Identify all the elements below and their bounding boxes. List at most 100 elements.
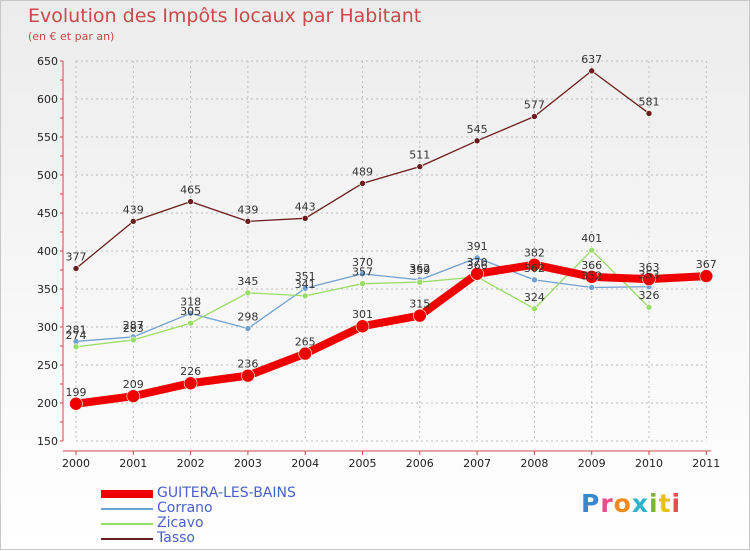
y-tick-label: 400 xyxy=(37,245,58,258)
data-point-zicavo xyxy=(416,278,424,286)
data-point-tasso xyxy=(416,163,424,170)
data-label-zicavo: 283 xyxy=(123,322,144,335)
x-tick-label: 2005 xyxy=(349,457,377,470)
data-point-guitera-les-bains xyxy=(470,266,484,281)
data-point-guitera-les-bains xyxy=(126,389,141,403)
data-label-zicavo: 341 xyxy=(295,278,316,291)
legend-label: GUITERA-LES-BAINS xyxy=(157,485,296,501)
legend-swatch xyxy=(101,490,153,498)
y-tick-label: 450 xyxy=(37,207,58,220)
data-point-zicavo xyxy=(244,289,252,297)
x-tick-label: 2001 xyxy=(119,457,147,470)
data-label-zicavo: 366 xyxy=(467,259,488,272)
data-label-zicavo: 305 xyxy=(180,305,201,318)
data-point-guitera-les-bains xyxy=(355,319,370,334)
data-point-tasso xyxy=(473,137,481,145)
data-label-corrano: 318 xyxy=(180,295,201,308)
logo-letter: o xyxy=(613,489,632,518)
data-point-guitera-les-bains xyxy=(298,346,313,361)
data-label-guitera-les-bains: 301 xyxy=(352,308,373,321)
chart-subtitle: (en € et par an) xyxy=(28,30,115,43)
data-point-guitera-les-bains xyxy=(183,376,198,391)
logo-letter: r xyxy=(600,489,614,518)
data-label-zicavo: 274 xyxy=(66,329,87,342)
data-point-corrano xyxy=(244,325,252,332)
legend-label: Corrano xyxy=(157,500,213,516)
x-tick-label: 2006 xyxy=(406,457,434,470)
data-point-zicavo xyxy=(187,319,194,327)
legend-item: Zicavo xyxy=(101,516,421,531)
y-tick-label: 200 xyxy=(37,397,58,410)
x-tick-label: 2009 xyxy=(578,457,606,470)
data-label-tasso: 439 xyxy=(123,203,144,216)
y-tick-label: 250 xyxy=(37,359,58,372)
legend-label: Tasso xyxy=(157,530,195,546)
y-tick-label: 350 xyxy=(37,283,58,296)
data-label-tasso: 439 xyxy=(237,203,258,216)
x-tick-label: 2007 xyxy=(463,457,491,470)
data-point-zicavo xyxy=(645,303,653,311)
proxiti-logo: Proxiti xyxy=(581,489,681,518)
data-label-guitera-les-bains: 199 xyxy=(66,386,87,399)
logo-letter: t xyxy=(658,489,672,518)
data-point-guitera-les-bains xyxy=(241,368,255,383)
data-point-tasso xyxy=(531,113,538,120)
data-point-tasso xyxy=(187,198,194,205)
chart-title: Evolution des Impôts locaux par Habitant xyxy=(28,5,422,27)
legend-item: Corrano xyxy=(101,501,421,516)
data-point-zicavo xyxy=(130,336,137,344)
data-label-corrano: 287 xyxy=(123,319,144,332)
logo-letter: P xyxy=(581,489,601,518)
x-tick-label: 2000 xyxy=(62,457,90,470)
data-label-guitera-les-bains: 363 xyxy=(639,261,660,274)
data-point-zicavo xyxy=(588,246,596,254)
data-label-tasso: 581 xyxy=(639,95,660,108)
data-point-zicavo xyxy=(359,280,366,287)
data-label-guitera-les-bains: 370 xyxy=(467,256,488,269)
legend-swatch xyxy=(101,508,153,510)
y-tick-label: 150 xyxy=(37,435,58,448)
data-point-guitera-les-bains xyxy=(412,308,427,323)
data-label-zicavo: 326 xyxy=(639,289,660,302)
x-tick-label: 2003 xyxy=(234,457,262,470)
data-label-guitera-les-bains: 236 xyxy=(237,358,258,371)
data-point-tasso xyxy=(645,110,653,117)
y-tick-label: 550 xyxy=(37,131,58,144)
data-label-zicavo: 345 xyxy=(237,275,258,288)
data-label-guitera-les-bains: 366 xyxy=(581,259,602,272)
data-label-guitera-les-bains: 226 xyxy=(180,365,201,378)
data-point-guitera-les-bains xyxy=(584,270,599,284)
data-point-guitera-les-bains xyxy=(699,269,714,283)
legend-swatch xyxy=(101,538,153,540)
x-tick-label: 2008 xyxy=(520,457,548,470)
data-label-zicavo: 401 xyxy=(581,232,602,245)
data-label-guitera-les-bains: 315 xyxy=(409,298,430,311)
data-label-corrano: 351 xyxy=(295,270,316,283)
data-label-corrano: 281 xyxy=(66,323,87,336)
data-label-tasso: 577 xyxy=(524,98,545,111)
data-label-guitera-les-bains: 265 xyxy=(295,336,316,349)
data-label-tasso: 545 xyxy=(467,123,488,136)
data-point-guitera-les-bains xyxy=(527,257,542,272)
data-label-tasso: 465 xyxy=(180,184,201,197)
y-tick-label: 300 xyxy=(37,321,58,334)
x-tick-label: 2004 xyxy=(291,457,319,470)
x-tick-label: 2010 xyxy=(635,457,663,470)
data-label-guitera-les-bains: 367 xyxy=(696,258,717,271)
data-label-tasso: 637 xyxy=(581,53,602,66)
data-label-corrano: 362 xyxy=(524,262,545,275)
data-point-tasso xyxy=(359,180,366,187)
data-label-tasso: 511 xyxy=(409,149,430,162)
data-label-tasso: 443 xyxy=(295,200,316,213)
data-point-tasso xyxy=(301,215,309,222)
y-tick-label: 600 xyxy=(37,93,58,106)
data-point-corrano xyxy=(588,284,596,291)
legend: GUITERA-LES-BAINS Corrano Zicavo Tasso xyxy=(101,486,421,546)
data-point-zicavo xyxy=(301,292,309,300)
data-point-tasso xyxy=(244,218,252,225)
data-point-corrano xyxy=(531,276,538,284)
data-label-corrano: 353 xyxy=(639,269,660,282)
data-label-guitera-les-bains: 209 xyxy=(123,378,144,391)
data-label-zicavo: 359 xyxy=(409,264,430,277)
